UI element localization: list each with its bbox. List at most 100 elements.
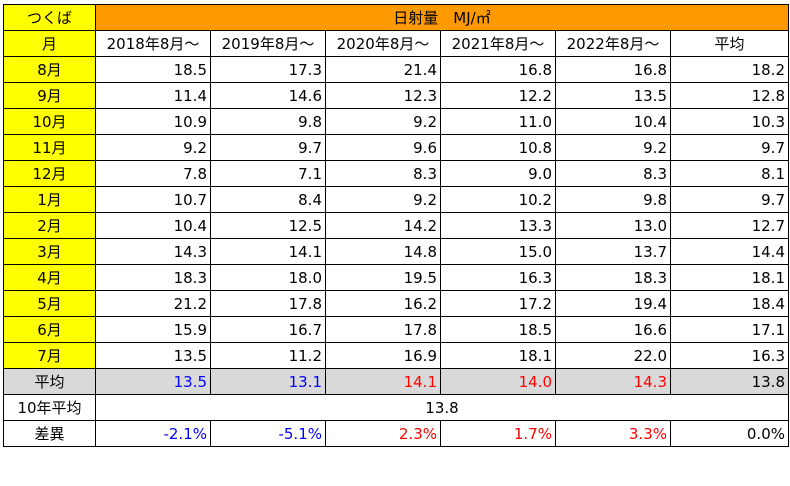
difference-value-cell[interactable]: 1.7% [440,420,556,447]
month-value-cell[interactable]: 15.0 [440,238,556,265]
month-label-cell[interactable]: 10月 [3,108,96,135]
month-label-cell[interactable]: 6月 [3,316,96,343]
month-value-cell[interactable]: 14.2 [325,212,441,239]
month-value-cell[interactable]: 9.0 [440,160,556,187]
month-value-cell[interactable]: 17.8 [325,316,441,343]
month-average-cell[interactable]: 18.2 [670,56,789,83]
month-label-cell[interactable]: 5月 [3,290,96,317]
year-header-cell[interactable]: 2021年8月～ [440,30,556,57]
difference-value-cell[interactable]: 2.3% [325,420,441,447]
month-value-cell[interactable]: 16.9 [325,342,441,369]
month-value-cell[interactable]: 18.5 [440,316,556,343]
ten-year-value-cell[interactable]: 13.8 [95,394,789,421]
month-value-cell[interactable]: 13.5 [555,82,671,109]
month-value-cell[interactable]: 7.1 [210,160,326,187]
average-value-cell[interactable]: 13.1 [210,368,326,395]
month-value-cell[interactable]: 21.2 [95,290,211,317]
year-header-cell[interactable]: 2020年8月～ [325,30,441,57]
month-value-cell[interactable]: 11.4 [95,82,211,109]
month-value-cell[interactable]: 9.2 [95,134,211,161]
month-value-cell[interactable]: 17.2 [440,290,556,317]
difference-label-cell[interactable]: 差異 [3,420,96,447]
month-label-cell[interactable]: 9月 [3,82,96,109]
month-value-cell[interactable]: 9.8 [210,108,326,135]
month-value-cell[interactable]: 10.9 [95,108,211,135]
year-header-cell[interactable]: 2019年8月～ [210,30,326,57]
month-value-cell[interactable]: 7.8 [95,160,211,187]
month-value-cell[interactable]: 12.2 [440,82,556,109]
month-value-cell[interactable]: 18.3 [555,264,671,291]
average-value-cell[interactable]: 13.8 [670,368,789,395]
ten-year-label-cell[interactable]: 10年平均 [3,394,96,421]
month-label-cell[interactable]: 1月 [3,186,96,213]
month-value-cell[interactable]: 9.2 [325,186,441,213]
month-value-cell[interactable]: 18.5 [95,56,211,83]
year-header-cell[interactable]: 2022年8月～ [555,30,671,57]
month-value-cell[interactable]: 9.7 [210,134,326,161]
month-value-cell[interactable]: 9.2 [325,108,441,135]
average-value-cell[interactable]: 14.3 [555,368,671,395]
difference-value-cell[interactable]: -5.1% [210,420,326,447]
month-value-cell[interactable]: 12.5 [210,212,326,239]
month-value-cell[interactable]: 14.3 [95,238,211,265]
month-value-cell[interactable]: 16.7 [210,316,326,343]
month-value-cell[interactable]: 14.8 [325,238,441,265]
month-average-cell[interactable]: 9.7 [670,134,789,161]
difference-value-cell[interactable]: 3.3% [555,420,671,447]
month-value-cell[interactable]: 16.8 [440,56,556,83]
month-value-cell[interactable]: 21.4 [325,56,441,83]
month-value-cell[interactable]: 11.0 [440,108,556,135]
month-value-cell[interactable]: 9.6 [325,134,441,161]
month-value-cell[interactable]: 18.3 [95,264,211,291]
month-value-cell[interactable]: 16.6 [555,316,671,343]
month-value-cell[interactable]: 19.5 [325,264,441,291]
month-value-cell[interactable]: 10.4 [95,212,211,239]
month-label-cell[interactable]: 7月 [3,342,96,369]
month-average-cell[interactable]: 8.1 [670,160,789,187]
month-header-cell[interactable]: 月 [3,30,96,57]
month-value-cell[interactable]: 8.3 [555,160,671,187]
month-average-cell[interactable]: 9.7 [670,186,789,213]
month-value-cell[interactable]: 17.8 [210,290,326,317]
month-average-cell[interactable]: 18.1 [670,264,789,291]
month-average-cell[interactable]: 17.1 [670,316,789,343]
month-value-cell[interactable]: 9.2 [555,134,671,161]
month-value-cell[interactable]: 18.1 [440,342,556,369]
month-value-cell[interactable]: 9.8 [555,186,671,213]
month-value-cell[interactable]: 12.3 [325,82,441,109]
difference-value-cell[interactable]: 0.0% [670,420,789,447]
month-label-cell[interactable]: 2月 [3,212,96,239]
month-average-cell[interactable]: 18.4 [670,290,789,317]
month-value-cell[interactable]: 11.2 [210,342,326,369]
location-cell[interactable]: つくば [3,4,96,31]
month-value-cell[interactable]: 10.4 [555,108,671,135]
average-header-cell[interactable]: 平均 [670,30,789,57]
month-value-cell[interactable]: 13.5 [95,342,211,369]
month-value-cell[interactable]: 15.9 [95,316,211,343]
month-average-cell[interactable]: 14.4 [670,238,789,265]
month-value-cell[interactable]: 13.0 [555,212,671,239]
month-value-cell[interactable]: 13.7 [555,238,671,265]
month-value-cell[interactable]: 14.1 [210,238,326,265]
month-value-cell[interactable]: 14.6 [210,82,326,109]
month-value-cell[interactable]: 10.2 [440,186,556,213]
month-value-cell[interactable]: 18.0 [210,264,326,291]
month-average-cell[interactable]: 12.7 [670,212,789,239]
month-value-cell[interactable]: 22.0 [555,342,671,369]
month-label-cell[interactable]: 12月 [3,160,96,187]
average-value-cell[interactable]: 14.0 [440,368,556,395]
month-value-cell[interactable]: 16.2 [325,290,441,317]
month-value-cell[interactable]: 16.8 [555,56,671,83]
month-value-cell[interactable]: 10.7 [95,186,211,213]
month-label-cell[interactable]: 8月 [3,56,96,83]
month-average-cell[interactable]: 10.3 [670,108,789,135]
month-label-cell[interactable]: 11月 [3,134,96,161]
month-value-cell[interactable]: 17.3 [210,56,326,83]
month-value-cell[interactable]: 19.4 [555,290,671,317]
month-value-cell[interactable]: 13.3 [440,212,556,239]
difference-value-cell[interactable]: -2.1% [95,420,211,447]
month-value-cell[interactable]: 8.3 [325,160,441,187]
month-value-cell[interactable]: 10.8 [440,134,556,161]
average-label-cell[interactable]: 平均 [3,368,96,395]
table-title-cell[interactable]: 日射量 MJ/㎡ [95,4,789,31]
